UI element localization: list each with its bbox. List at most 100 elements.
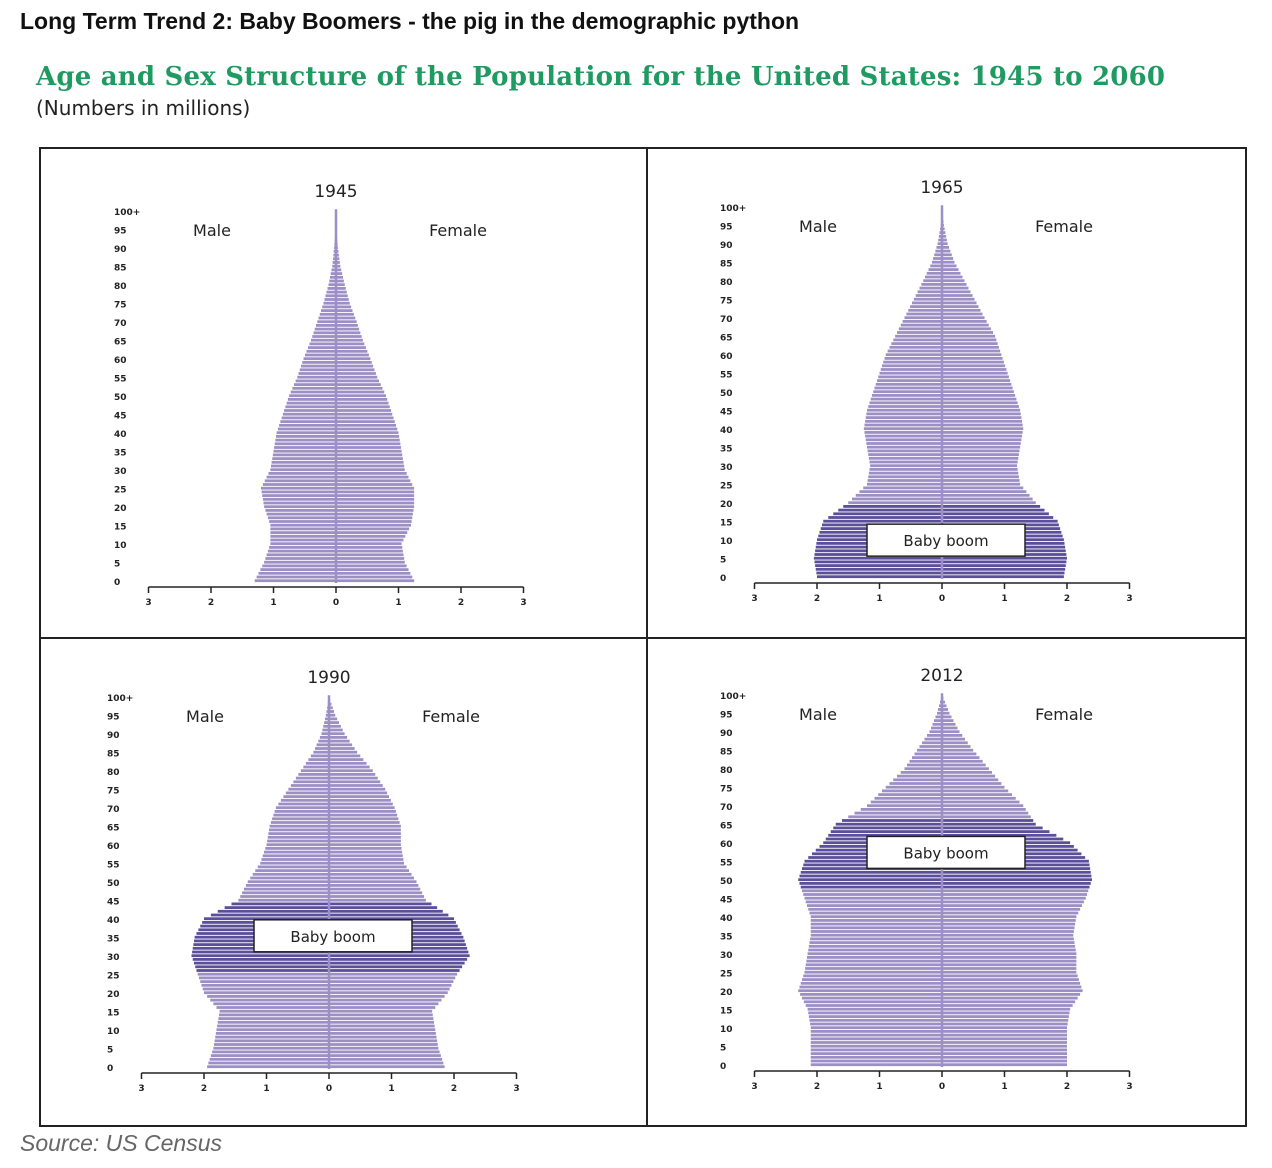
male-bar <box>923 279 942 283</box>
female-bar <box>942 1018 1069 1022</box>
female-bar <box>329 998 442 1002</box>
y-tick-label: 10 <box>114 541 127 551</box>
male-bar <box>303 357 336 361</box>
male-bar <box>274 442 336 446</box>
female-bar <box>336 257 340 261</box>
y-tick-label: 55 <box>107 861 120 871</box>
male-bar <box>231 902 329 906</box>
y-tick-label: 0 <box>107 1064 113 1074</box>
female-bar <box>336 412 393 416</box>
female-bar <box>942 870 1091 874</box>
male-bar <box>267 549 336 553</box>
female-bar <box>336 512 413 516</box>
female-bar <box>329 813 398 817</box>
male-bar <box>298 372 336 375</box>
female-bar <box>329 1057 443 1061</box>
male-bar <box>842 819 942 822</box>
female-bar <box>329 961 465 965</box>
y-tick-label: 30 <box>107 953 120 963</box>
male-bar <box>860 808 942 811</box>
male-bar <box>270 542 336 546</box>
male-bar <box>210 998 329 1002</box>
male-bar <box>277 427 336 431</box>
female-bar <box>942 334 996 338</box>
female-bar <box>329 769 373 773</box>
y-tick-label: 65 <box>720 822 733 832</box>
male-bar <box>270 531 336 534</box>
female-bar <box>942 789 1009 793</box>
male-bar <box>823 519 942 523</box>
male-bar <box>278 802 329 806</box>
female-bar <box>329 843 401 847</box>
male-bar <box>264 560 336 564</box>
male-bar <box>807 956 942 959</box>
male-bar <box>252 872 329 876</box>
female-bar <box>942 294 973 297</box>
male-bar <box>810 1041 942 1044</box>
pyramid-year-title: 1990 <box>307 668 350 688</box>
male-bar <box>290 784 329 787</box>
female-bar <box>942 442 1021 445</box>
male-bar <box>275 438 336 442</box>
female-bar <box>329 991 448 995</box>
male-bar <box>915 294 942 297</box>
female-bar <box>942 375 1009 379</box>
female-bar <box>942 826 1043 830</box>
female-bar <box>336 338 363 342</box>
female-bar <box>329 913 449 917</box>
male-bar <box>316 324 336 327</box>
female-bar <box>336 505 415 509</box>
male-bar <box>274 446 336 449</box>
female-bar <box>329 858 404 861</box>
female-bar <box>942 726 958 730</box>
y-tick-label: 20 <box>720 500 733 510</box>
female-bar <box>336 538 404 542</box>
female-label: Female <box>429 221 487 240</box>
female-bar <box>329 732 345 736</box>
female-bar <box>942 793 1012 796</box>
female-bar <box>329 1039 438 1043</box>
male-bar <box>848 815 942 819</box>
female-bar <box>329 1013 433 1017</box>
female-bar <box>942 722 956 726</box>
male-bar <box>798 878 942 882</box>
male-bar <box>215 1035 329 1039</box>
male-bar <box>288 787 329 791</box>
male-bar <box>908 308 942 312</box>
female-bar <box>942 238 947 242</box>
male-bar <box>864 431 942 434</box>
male-bar <box>843 505 942 508</box>
male-bar <box>272 817 329 821</box>
x-tick-label: 3 <box>1126 1082 1132 1092</box>
male-bar <box>322 305 336 309</box>
x-tick-label: 0 <box>939 1082 945 1092</box>
female-bar <box>942 275 963 279</box>
male-bar <box>302 361 336 364</box>
male-bar <box>802 889 942 893</box>
female-bar <box>942 737 965 741</box>
pyramid-year-title: 1945 <box>314 182 357 202</box>
female-bar <box>942 1033 1067 1037</box>
x-tick-label: 1 <box>876 594 882 604</box>
female-bar <box>942 785 1005 789</box>
y-tick-label: 10 <box>720 1025 733 1035</box>
male-bar <box>300 769 329 773</box>
y-tick-label: 60 <box>107 842 120 852</box>
female-bar <box>336 294 348 298</box>
male-bar <box>323 724 329 728</box>
female-bar <box>942 819 1034 822</box>
female-bar <box>942 301 977 305</box>
male-bar <box>207 1065 329 1069</box>
female-bar <box>942 767 989 771</box>
male-bar <box>271 464 336 468</box>
male-bar <box>313 750 329 754</box>
male-bar <box>808 907 942 911</box>
x-tick-label: 0 <box>326 1084 332 1094</box>
female-bar <box>336 364 374 368</box>
male-bar <box>281 416 336 420</box>
y-tick-label: 25 <box>720 482 733 492</box>
male-bar <box>810 937 942 941</box>
female-bar <box>329 784 383 787</box>
male-bar <box>195 965 329 969</box>
male-bar <box>275 806 329 810</box>
